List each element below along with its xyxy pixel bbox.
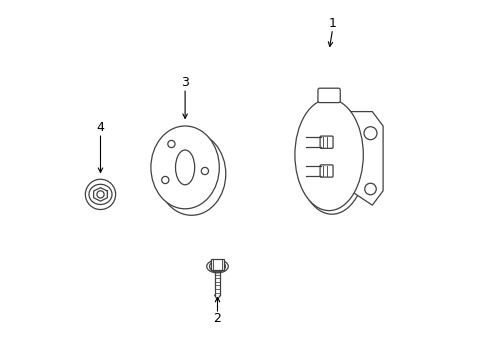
Polygon shape [93,188,107,201]
FancyBboxPatch shape [210,259,224,270]
Text: 3: 3 [181,76,189,89]
Circle shape [201,167,208,175]
Circle shape [97,191,104,198]
FancyBboxPatch shape [317,88,340,103]
Text: 1: 1 [328,17,336,30]
Circle shape [363,127,376,140]
Ellipse shape [151,126,219,209]
Text: 4: 4 [96,121,104,134]
Circle shape [85,179,115,210]
Ellipse shape [157,132,225,215]
Circle shape [167,140,175,148]
Ellipse shape [175,150,194,185]
Circle shape [162,176,168,184]
Polygon shape [350,112,382,205]
Ellipse shape [209,261,225,272]
Ellipse shape [294,99,363,211]
Ellipse shape [206,260,228,273]
Ellipse shape [89,184,112,204]
FancyBboxPatch shape [320,136,332,148]
Text: 2: 2 [213,312,221,325]
Ellipse shape [297,103,366,214]
FancyBboxPatch shape [320,165,332,177]
Circle shape [364,183,375,195]
